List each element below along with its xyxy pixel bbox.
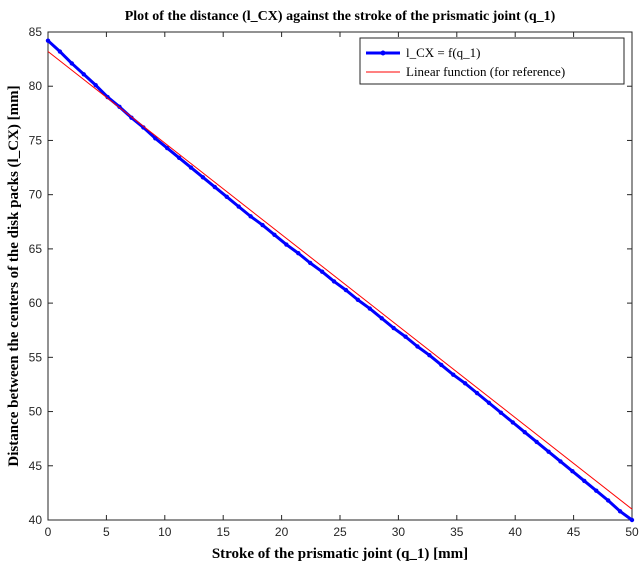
data-point-0-46 [594,488,599,493]
y-tick-label-4: 60 [29,296,43,310]
data-point-0-19 [272,232,277,237]
data-point-0-28 [379,316,384,321]
y-axis-label: Distance between the centers of the disk… [6,85,22,466]
x-tick-label-9: 45 [567,525,581,539]
data-point-0-36 [474,390,480,396]
data-point-0-11 [176,155,182,160]
y-axis-ticks: 40 45 50 55 60 65 70 75 80 85 [29,25,632,527]
data-point-0-49 [629,517,635,523]
legend-label-1: Linear function (for reference) [406,64,565,79]
data-point-0-23 [319,269,325,274]
data-point-0-13 [200,175,206,180]
x-tick-label-10: 50 [625,525,639,539]
data-point-0-12 [188,165,194,170]
data-point-0-44 [570,469,575,474]
x-tick-label-0: 0 [45,525,52,539]
y-tick-label-3: 55 [29,350,43,364]
x-tick-label-8: 40 [509,525,523,539]
data-point-0-40 [522,429,527,435]
data-point-0-45 [582,478,587,484]
data-point-0-47 [605,498,611,503]
data-point-0-1 [57,49,63,54]
data-point-0-41 [534,439,539,445]
legend: l_CX = f(q_1) Linear function (for refer… [359,37,625,85]
data-point-0-25 [343,287,349,293]
data-point-0-8 [141,125,146,130]
data-point-0-29 [391,325,396,331]
data-point-0-38 [498,410,504,415]
data-point-0-30 [403,334,408,339]
data-point-0-16 [236,204,241,209]
data-point-0-24 [331,279,337,284]
data-point-0-32 [427,352,432,358]
series-line-0 [46,39,633,522]
x-tick-label-4: 20 [275,525,289,539]
y-tick-label-8: 80 [29,79,43,93]
data-point-0-14 [212,184,218,190]
legend-marker-0 [380,50,386,56]
legend-box [359,37,625,85]
data-point-0-20 [284,242,289,247]
chart-title: Plot of the distance (l_CX) against the … [125,9,556,24]
x-tick-label-5: 25 [333,525,347,539]
data-point-0-9 [153,136,158,141]
data-point-0-15 [224,194,229,200]
data-point-0-18 [260,222,265,228]
y-tick-label-5: 65 [29,242,43,256]
series-line-1 [47,51,633,510]
data-point-0-48 [617,509,623,514]
data-point-0-31 [415,344,420,349]
y-tick-label-7: 75 [29,133,43,147]
y-tick-label-1: 45 [29,459,43,473]
data-point-0-43 [558,459,563,464]
data-point-0-39 [510,420,516,425]
data-point-0-33 [439,362,444,368]
x-tick-label-1: 5 [103,525,110,539]
y-tick-label-6: 70 [29,188,43,202]
data-point-0-5 [105,94,110,100]
data-point-0-0 [45,38,51,43]
x-tick-label-6: 30 [392,525,406,539]
data-point-0-4 [93,82,98,88]
data-point-0-2 [69,61,75,66]
data-point-0-22 [308,260,313,266]
data-point-0-34 [451,372,456,377]
x-axis-label: Stroke of the prismatic joint (q_1) [mm] [212,546,468,562]
x-axis-ticks: 0 5 10 15 20 25 30 35 40 45 50 [45,32,639,539]
legend-label-0: l_CX = f(q_1) [406,45,481,60]
y-tick-label-2: 50 [29,405,43,419]
data-point-0-35 [462,381,468,386]
data-point-0-42 [546,449,551,454]
y-tick-label-9: 85 [29,25,43,39]
data-point-0-27 [367,306,372,311]
data-point-0-3 [81,72,86,77]
x-tick-label-2: 10 [158,525,172,539]
x-tick-label-3: 15 [217,525,231,539]
data-point-0-37 [486,400,492,406]
data-point-0-10 [164,145,170,151]
data-point-0-26 [355,297,361,303]
data-point-0-17 [248,214,253,219]
x-tick-label-7: 35 [450,525,464,539]
series-layer [45,38,635,523]
y-tick-label-0: 40 [29,513,43,527]
data-point-0-21 [296,251,301,256]
